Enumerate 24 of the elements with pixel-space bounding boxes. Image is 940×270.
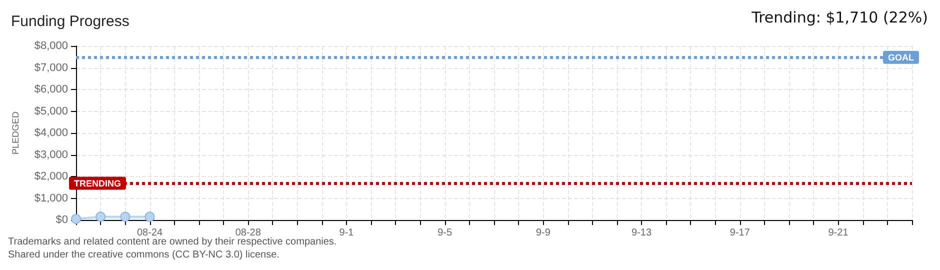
chart-title: Funding Progress xyxy=(11,13,130,30)
text: Shared under the creative commons (CC BY-NC 3.0) license. xyxy=(8,250,280,260)
x-tick-label: 9-9 xyxy=(536,228,551,238)
y-tick-label: $7,000 xyxy=(34,62,68,74)
x-tick-label: 9-5 xyxy=(438,228,452,238)
y-tick-label: $6,000 xyxy=(34,84,68,96)
x-tick-label: 9-21 xyxy=(828,228,849,238)
x-tick-label: 9-13 xyxy=(632,228,652,238)
text: Trademarks and related content are owned by their respective companies. xyxy=(8,236,337,248)
ref-line-label: GOAL xyxy=(888,52,914,62)
x-tick-label: 08-28 xyxy=(235,228,262,238)
y-tick-label: $3,000 xyxy=(34,148,68,161)
y-tick-label: $8,000 xyxy=(34,40,68,52)
ref-line-label: TRENDING xyxy=(74,178,121,188)
y-axis-title: PLEDGED xyxy=(10,110,20,155)
x-tick-label: 9-1 xyxy=(339,228,354,238)
y-tick-label: $4,000 xyxy=(34,127,68,139)
text: Trending: $1,710 (22%) xyxy=(750,8,928,26)
y-tick-label: $5,000 xyxy=(34,105,68,118)
y-tick-label: $2,000 xyxy=(34,170,68,182)
y-tick-label: $0 xyxy=(56,214,68,226)
x-tick-label: 9-17 xyxy=(730,228,750,238)
x-tick-label: 08-24 xyxy=(136,228,163,238)
y-tick-label: $1,000 xyxy=(34,192,68,204)
